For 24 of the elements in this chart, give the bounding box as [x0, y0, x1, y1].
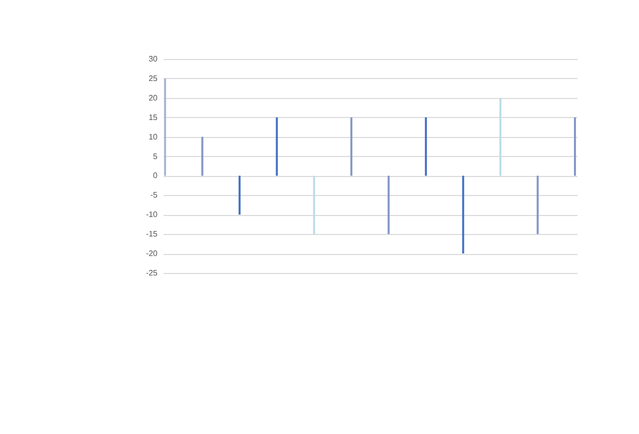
y-tick-label: -20 [146, 249, 158, 258]
bar [424, 117, 427, 176]
y-tick-label: 10 [148, 132, 158, 142]
y-tick-label: 5 [153, 152, 158, 161]
bar [201, 136, 204, 176]
bar [499, 98, 502, 176]
y-tick-label: -5 [150, 190, 158, 200]
bar [388, 176, 390, 234]
y-tick-label: 20 [148, 93, 158, 102]
bar [462, 176, 464, 254]
bar [164, 78, 166, 176]
y-tick-label: 30 [148, 54, 158, 64]
y-tick-label: 25 [148, 74, 158, 83]
bar [350, 117, 352, 176]
bar [313, 176, 316, 234]
y-tick-label: -10 [146, 210, 158, 220]
y-tick-label: -15 [146, 230, 158, 239]
bar [238, 176, 241, 215]
bar [536, 176, 539, 234]
bar [276, 117, 278, 176]
y-tick-label: -25 [146, 268, 158, 278]
y-tick-label: 15 [148, 112, 158, 122]
y-tick-label: 0 [153, 171, 158, 180]
bar [574, 117, 576, 176]
